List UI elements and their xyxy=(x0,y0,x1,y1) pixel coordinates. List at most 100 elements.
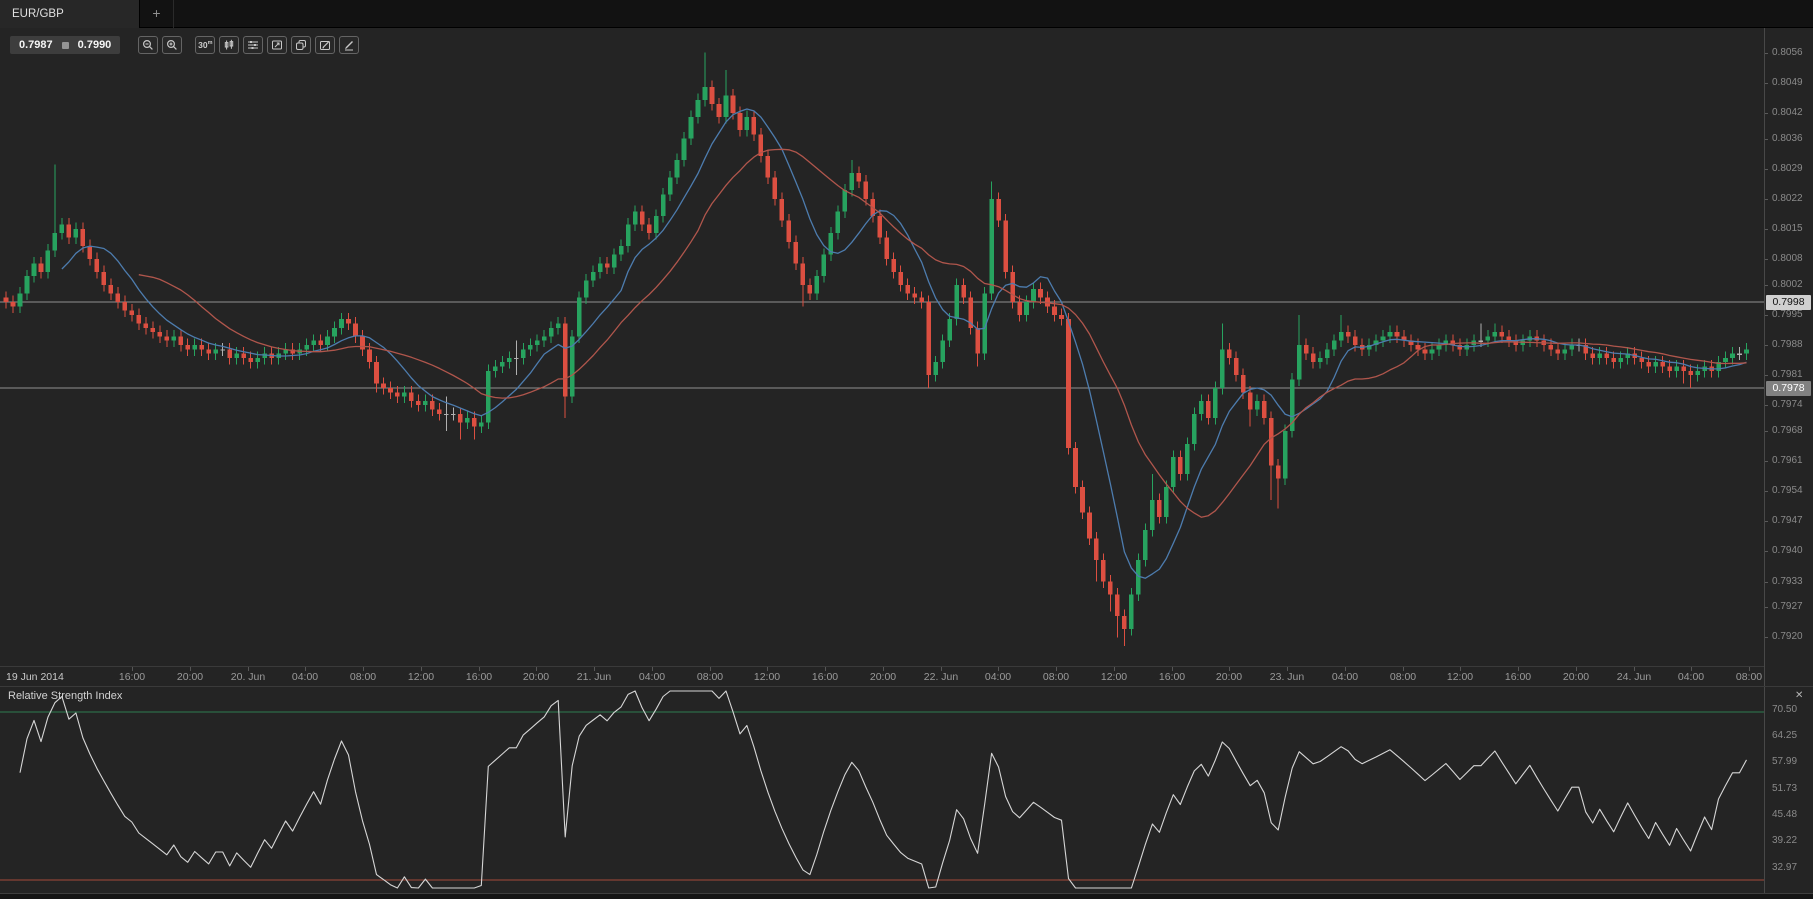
rsi-tick-label: 57.99 xyxy=(1772,756,1798,768)
candles-layer xyxy=(3,52,1749,646)
candle-body xyxy=(583,280,589,298)
indicators-button[interactable] xyxy=(243,36,264,54)
candle-body xyxy=(1164,486,1169,517)
candle-body xyxy=(569,336,575,397)
bid-price: 0.7987 xyxy=(19,39,53,51)
candle-body xyxy=(1380,336,1386,341)
price-tick-label: 0.8002 xyxy=(1772,278,1803,290)
bid-ask-quote[interactable]: 0.7987 0.7990 xyxy=(10,36,121,54)
time-tick-mark xyxy=(248,667,249,671)
candle-body xyxy=(688,117,694,139)
time-tick-mark xyxy=(132,667,133,671)
candle-body xyxy=(828,233,834,255)
candle-body xyxy=(1136,560,1141,595)
price-tick-mark xyxy=(1765,345,1768,346)
candle-body xyxy=(947,319,952,341)
candle-body xyxy=(59,224,65,234)
candle-body xyxy=(52,233,58,251)
price-tick-label: 0.8056 xyxy=(1772,46,1803,58)
candle-body xyxy=(248,357,253,363)
rsi-canvas[interactable] xyxy=(0,687,1764,894)
candle-body xyxy=(1394,332,1400,337)
price-tick-mark xyxy=(1765,405,1768,407)
time-tick-label: 20. Jun xyxy=(230,671,266,683)
candle-body xyxy=(1422,349,1428,354)
price-chart-canvas[interactable] xyxy=(0,28,1764,666)
candle-body xyxy=(1324,349,1330,358)
candle-body xyxy=(1562,349,1568,354)
candle-body xyxy=(1080,486,1085,513)
candle-body xyxy=(444,413,449,415)
candle-body xyxy=(709,87,715,105)
candle-body xyxy=(437,409,442,414)
draw-tools-button[interactable] xyxy=(339,36,360,54)
price-tick-label: 0.8029 xyxy=(1772,162,1803,174)
candle-body xyxy=(772,177,778,199)
price-tick-mark xyxy=(1765,461,1768,463)
candle-body xyxy=(1296,345,1302,380)
close-indicator-icon[interactable]: ✕ xyxy=(1795,690,1804,701)
candle-body xyxy=(283,349,288,354)
duplicate-chart-button[interactable] xyxy=(291,36,312,54)
chart-type-button[interactable] xyxy=(219,36,240,54)
candle-body xyxy=(1443,340,1449,345)
candle-body xyxy=(1436,345,1442,350)
candle-body xyxy=(1492,332,1498,337)
candle-body xyxy=(863,181,869,199)
candle-body xyxy=(884,237,890,259)
candle-body xyxy=(849,173,855,191)
price-tick-mark xyxy=(1765,581,1768,583)
candle-body xyxy=(395,392,400,397)
candle-body xyxy=(639,211,645,225)
zoom-in-icon xyxy=(167,39,178,50)
time-tick-mark xyxy=(1634,667,1635,671)
candle-body xyxy=(562,323,568,397)
candle-body xyxy=(968,297,973,328)
candle-body xyxy=(73,228,79,238)
candle-body xyxy=(1101,560,1106,582)
chart-mode-button[interactable] xyxy=(267,36,288,54)
price-axis[interactable]: 0.8056 0.8049 0.8042 0.8036 0.8029 0.8022 0.80… xyxy=(1765,28,1813,893)
candle-body xyxy=(499,362,505,367)
candle-body xyxy=(674,160,680,178)
price-tick-mark xyxy=(1765,314,1768,316)
zoom-in-button[interactable] xyxy=(162,36,183,54)
candle-body xyxy=(1352,336,1358,345)
price-tick-label: 0.7968 xyxy=(1772,425,1803,436)
candle-body xyxy=(1457,345,1463,350)
tab-label: EUR/GBP xyxy=(12,8,64,20)
time-tick-label: 19 Jun 2014 xyxy=(6,671,64,683)
candle-body xyxy=(1653,362,1658,367)
candle-body xyxy=(1254,400,1260,410)
tab-eurgbp[interactable]: EUR/GBP xyxy=(0,0,140,28)
candle-body xyxy=(1178,456,1183,474)
timeframe-label: 30m xyxy=(198,39,213,50)
candle-body xyxy=(465,418,470,423)
candle-body xyxy=(989,198,994,294)
candle-body xyxy=(1373,340,1379,345)
time-tick-label: 04:00 xyxy=(1331,671,1359,683)
time-tick-label: 16:00 xyxy=(1158,671,1186,683)
time-axis[interactable]: 19 Jun 2014 16:00 20:00 20. Jun 04:00 08:00 12… xyxy=(0,666,1764,686)
candle-body xyxy=(1499,332,1505,337)
candle-body xyxy=(192,345,198,350)
candle-body xyxy=(45,250,51,272)
time-tick-label: 24. Jun xyxy=(1616,671,1652,683)
candle-body xyxy=(143,323,149,328)
candle-body xyxy=(576,297,582,337)
candle-body xyxy=(821,254,827,277)
time-tick-mark xyxy=(1576,667,1577,671)
candle-body xyxy=(381,383,386,388)
add-tab-button[interactable]: + xyxy=(140,0,174,28)
rsi-tick-label: 45.48 xyxy=(1772,808,1798,820)
candle-body xyxy=(17,293,23,307)
candle-body xyxy=(1198,400,1204,414)
time-tick-label: 12:00 xyxy=(1100,671,1128,683)
timeframe-button[interactable]: 30m xyxy=(195,36,216,54)
zoom-out-button[interactable] xyxy=(138,36,159,54)
price-tick-label: 0.7920 xyxy=(1772,631,1803,643)
time-tick-label: 16:00 xyxy=(465,671,493,683)
time-tick-mark xyxy=(825,667,826,671)
edit-chart-button[interactable] xyxy=(315,36,336,54)
